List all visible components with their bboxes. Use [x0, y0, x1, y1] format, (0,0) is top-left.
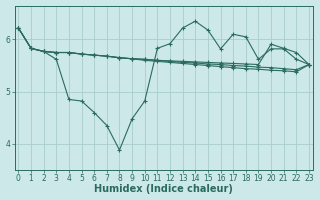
X-axis label: Humidex (Indice chaleur): Humidex (Indice chaleur) [94, 184, 233, 194]
